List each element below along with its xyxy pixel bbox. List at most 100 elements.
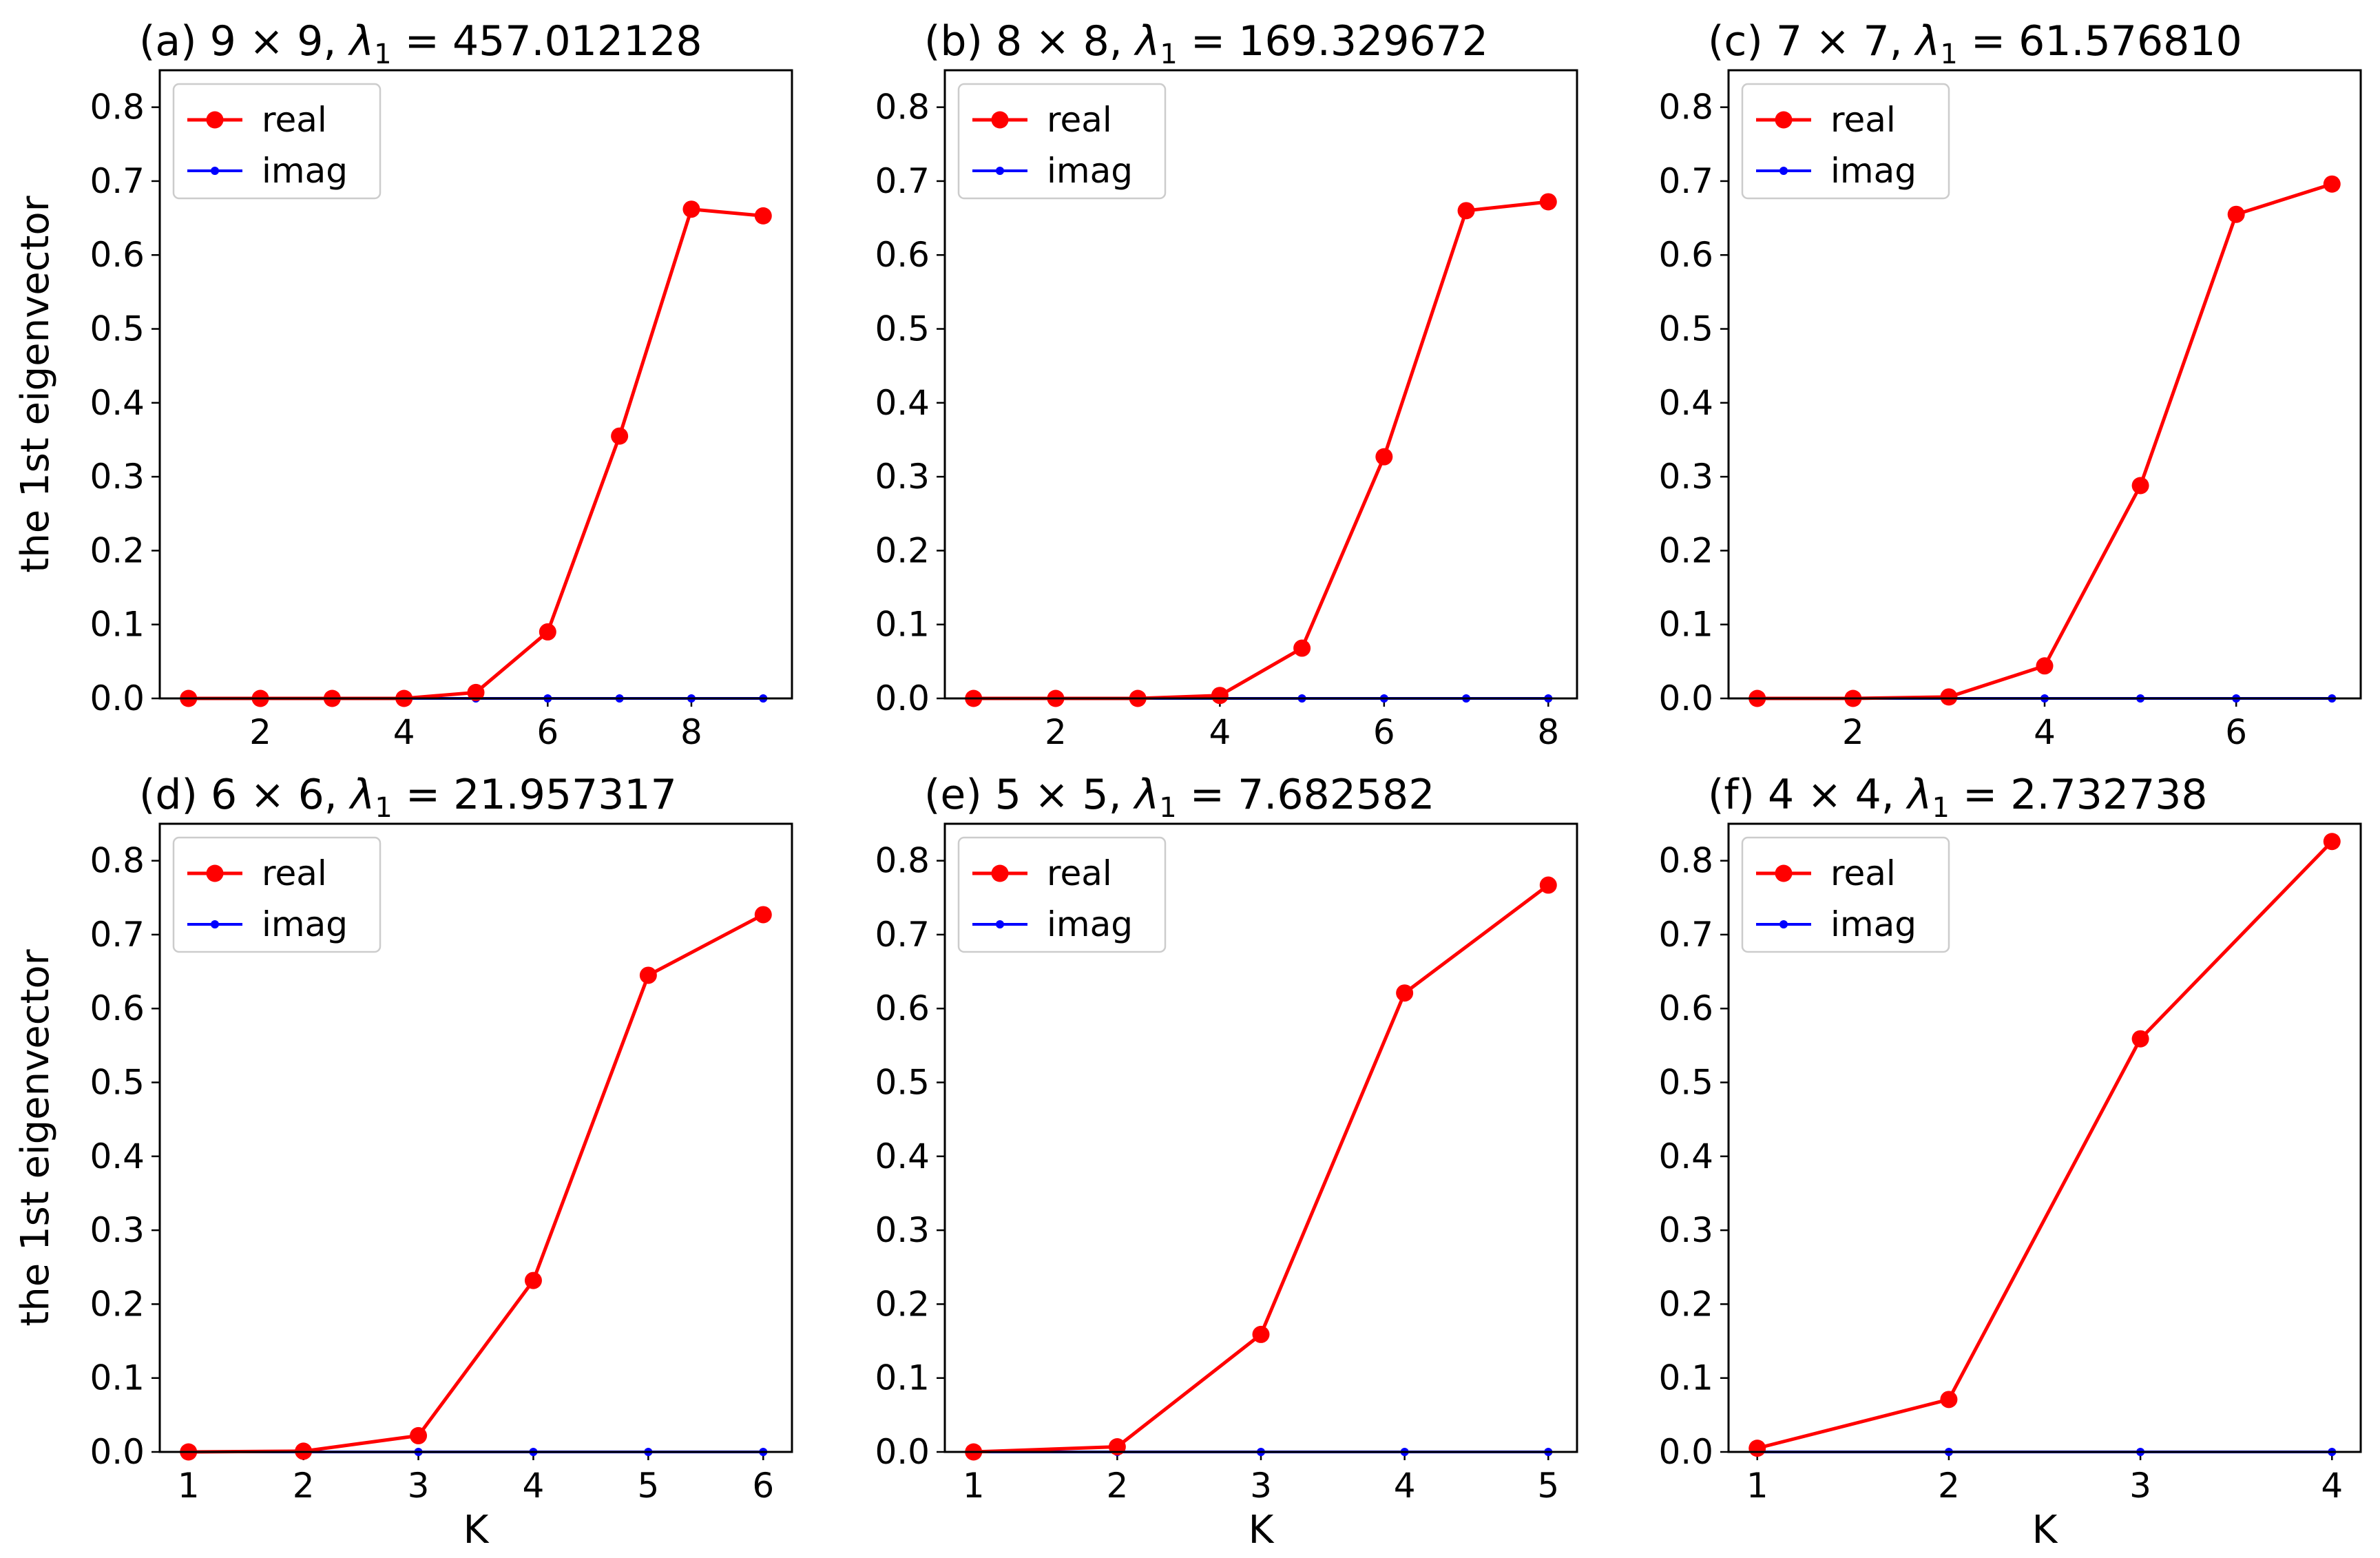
axes-frame xyxy=(943,69,1578,700)
y-tick-label: 0.6 xyxy=(875,235,930,275)
y-tick-label: 0.2 xyxy=(90,530,145,570)
legend-imag-label: imag xyxy=(1047,151,1133,191)
y-tick-label: 0.1 xyxy=(90,1358,145,1398)
real-series-line xyxy=(188,913,764,1454)
y-axis-label: the 1st eigenvector xyxy=(13,948,58,1326)
y-tick-label: 0.4 xyxy=(1658,1136,1713,1176)
title-lambda: λ xyxy=(1133,771,1160,819)
y-tick-label: 0.5 xyxy=(90,309,145,349)
y-tick-label: 0.5 xyxy=(875,309,930,349)
legend-imag-label: imag xyxy=(1047,904,1133,944)
real-point xyxy=(2036,657,2054,675)
y-tick-label: 0.3 xyxy=(875,1210,930,1250)
y-tick-label: 0.5 xyxy=(1658,1063,1713,1103)
x-tick-label: 1 xyxy=(178,1466,200,1506)
title-lambda: λ xyxy=(1134,17,1160,65)
y-tick-label: 0.8 xyxy=(1658,841,1713,881)
y-tick-label: 0.6 xyxy=(90,235,145,275)
y-tick-label: 0.7 xyxy=(1658,915,1713,955)
real-point xyxy=(2131,1030,2149,1048)
panel-title: (d) 6 × 6, λ1 = 21.957317 xyxy=(139,771,677,824)
x-tick-label: 4 xyxy=(2321,1466,2343,1506)
title-value: = 7.682582 xyxy=(1177,771,1435,819)
y-tick-label: 0.7 xyxy=(90,161,145,201)
y-tick-label: 0.3 xyxy=(1658,457,1713,497)
y-tick-label: 0.8 xyxy=(1658,87,1713,127)
legend-real-marker xyxy=(206,111,224,129)
y-tick-label: 0.5 xyxy=(90,1063,145,1103)
legend-real-label: real xyxy=(1830,100,1896,140)
real-point xyxy=(1293,639,1311,657)
y-tick-label: 0.1 xyxy=(875,1358,930,1398)
real-point xyxy=(2323,175,2341,193)
x-tick-label: 2 xyxy=(1842,712,1864,752)
legend-imag-label: imag xyxy=(262,904,348,944)
x-tick-label: 1 xyxy=(1746,1466,1768,1506)
real-point xyxy=(754,906,772,924)
x-tick-label: 2 xyxy=(293,1466,315,1506)
real-point xyxy=(1539,193,1557,211)
axes-frame xyxy=(1727,822,2362,1453)
real-series-line xyxy=(1757,182,2333,700)
legend-imag-marker xyxy=(211,920,219,928)
real-point xyxy=(524,1271,542,1289)
x-tick-label: 2 xyxy=(1045,712,1067,752)
y-tick-label: 0.8 xyxy=(875,841,930,881)
y-tick-label: 0.4 xyxy=(90,383,145,423)
x-tick-label: 4 xyxy=(2034,712,2056,752)
real-point xyxy=(639,966,657,984)
legend-real-label: real xyxy=(1830,853,1896,893)
title-prefix: (b) 8 × 8, xyxy=(924,17,1136,65)
y-tick-label: 0.0 xyxy=(1658,678,1713,718)
x-tick-label: 5 xyxy=(1537,1466,1559,1506)
x-axis-label: K xyxy=(1249,1508,1275,1552)
legend-imag-marker xyxy=(211,167,219,175)
title-prefix: (e) 5 × 5, xyxy=(924,771,1135,819)
real-point xyxy=(2227,205,2245,223)
legend-real-label: real xyxy=(1047,853,1112,893)
title-prefix: (f) 4 × 4, xyxy=(1708,771,1908,819)
x-tick-label: 5 xyxy=(637,1466,659,1506)
title-lambda: λ xyxy=(1906,771,1932,819)
real-point xyxy=(1940,688,1958,706)
x-tick-label: 2 xyxy=(1938,1466,1960,1506)
chart-panel-d: (d) 6 × 6, λ1 = 21.9573170.00.10.20.30.4… xyxy=(13,771,793,1552)
real-series-line xyxy=(1757,840,2334,1451)
title-prefix: (a) 9 × 9, xyxy=(139,17,350,65)
y-tick-label: 0.2 xyxy=(1658,530,1713,570)
title-value: = 457.012128 xyxy=(392,17,702,65)
axes-frame xyxy=(158,69,793,700)
x-axis-label: K xyxy=(2032,1508,2058,1552)
y-tick-label: 0.1 xyxy=(1658,605,1713,645)
x-tick-label: 4 xyxy=(1394,1466,1416,1506)
y-tick-label: 0.1 xyxy=(90,605,145,645)
title-subscript: 1 xyxy=(1160,39,1177,70)
legend-real-marker xyxy=(1775,864,1793,882)
x-tick-label: 4 xyxy=(1209,712,1231,752)
legend-imag-marker xyxy=(996,920,1004,928)
y-tick-label: 0.4 xyxy=(1658,383,1713,423)
real-point xyxy=(1252,1325,1270,1343)
real-point xyxy=(1749,1440,1766,1457)
real-series-line xyxy=(973,884,1549,1454)
legend-real-label: real xyxy=(262,100,327,140)
legend-real-label: real xyxy=(262,853,327,893)
x-tick-label: 4 xyxy=(523,1466,545,1506)
y-tick-label: 0.3 xyxy=(875,457,930,497)
legend-real-label: real xyxy=(1047,100,1112,140)
chart-panel-a: (a) 9 × 9, λ1 = 457.012128 0.0 0.1 0.2 0.3 0.… xyxy=(13,17,793,752)
real-point xyxy=(1211,687,1229,705)
y-tick-label: 0.3 xyxy=(90,1210,145,1250)
panel-title: (e) 5 × 5, λ1 = 7.682582 xyxy=(924,771,1434,824)
y-tick-label: 0.4 xyxy=(90,1136,145,1176)
axes-frame xyxy=(943,822,1578,1453)
real-point xyxy=(754,207,772,225)
y-tick-label: 0.5 xyxy=(1658,309,1713,349)
x-tick-label: 6 xyxy=(2225,712,2247,752)
y-tick-label: 0.2 xyxy=(875,1284,930,1324)
real-point xyxy=(611,427,629,445)
real-point xyxy=(410,1426,428,1444)
title-prefix: (d) 6 × 6, xyxy=(139,771,351,819)
title-lambda: λ xyxy=(1914,17,1941,65)
y-tick-label: 0.7 xyxy=(875,161,930,201)
